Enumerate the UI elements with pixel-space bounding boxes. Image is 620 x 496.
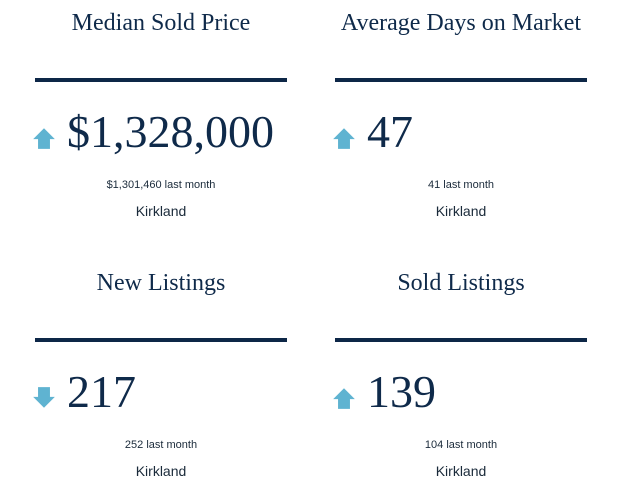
arrow-up-icon [33,128,55,149]
stat-value: 47 [367,106,413,157]
stat-previous-month: 41 last month [427,179,495,191]
stat-location: Kirkland [135,463,187,479]
arrow-up-icon [333,128,355,149]
arrow-down-icon [33,387,55,408]
stat-value: $1,328,000 [67,106,274,157]
stat-location: Kirkland [135,203,187,219]
stat-previous-month: 104 last month [424,439,498,451]
stat-value: 217 [67,366,136,417]
title-divider [35,78,287,82]
title-divider [335,338,587,342]
stat-title: Average Days on Market [340,10,582,36]
arrow-up-icon [333,388,355,409]
title-divider [335,78,587,82]
stat-previous-month: $1,301,460 last month [106,179,216,191]
stat-title: Sold Listings [397,270,525,296]
stat-previous-month: 252 last month [124,439,198,451]
stat-title: New Listings [96,270,226,296]
stat-location: Kirkland [435,463,487,479]
stat-title: Median Sold Price [71,10,251,36]
title-divider [35,338,287,342]
stat-value: 139 [367,366,436,417]
stat-location: Kirkland [435,203,487,219]
